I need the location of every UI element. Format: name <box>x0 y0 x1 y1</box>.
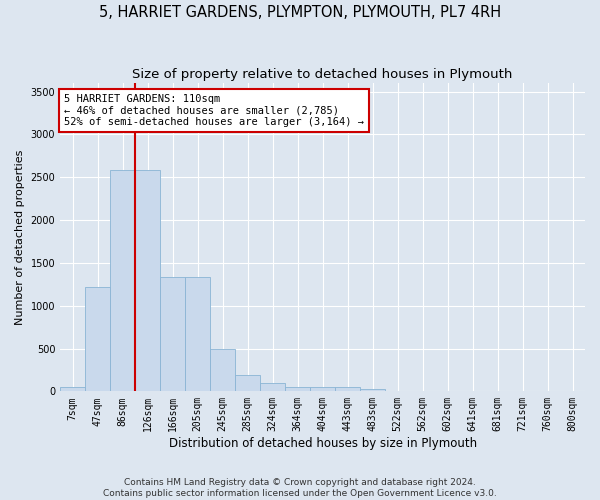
Bar <box>135 170 160 392</box>
Bar <box>285 387 310 392</box>
Bar <box>310 387 335 392</box>
Y-axis label: Number of detached properties: Number of detached properties <box>15 150 25 325</box>
X-axis label: Distribution of detached houses by size in Plymouth: Distribution of detached houses by size … <box>169 437 476 450</box>
Bar <box>260 383 285 392</box>
Bar <box>110 170 135 392</box>
Title: Size of property relative to detached houses in Plymouth: Size of property relative to detached ho… <box>133 68 513 80</box>
Text: 5 HARRIET GARDENS: 110sqm
← 46% of detached houses are smaller (2,785)
52% of se: 5 HARRIET GARDENS: 110sqm ← 46% of detac… <box>64 94 364 127</box>
Bar <box>235 375 260 392</box>
Bar <box>85 287 110 392</box>
Bar <box>185 277 210 392</box>
Bar <box>60 387 85 392</box>
Bar <box>160 277 185 392</box>
Bar <box>360 389 385 392</box>
Bar <box>335 387 360 392</box>
Bar <box>210 348 235 392</box>
Text: Contains HM Land Registry data © Crown copyright and database right 2024.
Contai: Contains HM Land Registry data © Crown c… <box>103 478 497 498</box>
Text: 5, HARRIET GARDENS, PLYMPTON, PLYMOUTH, PL7 4RH: 5, HARRIET GARDENS, PLYMPTON, PLYMOUTH, … <box>99 5 501 20</box>
